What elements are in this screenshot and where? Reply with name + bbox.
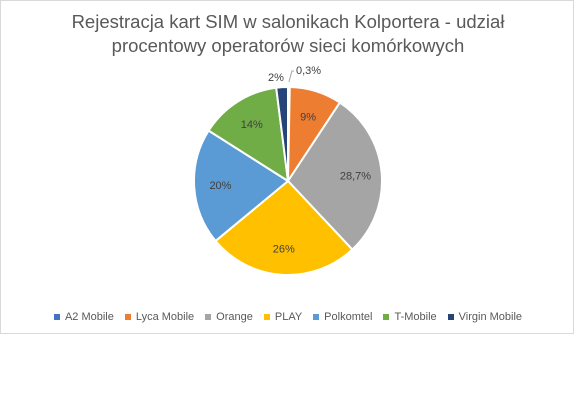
legend-label-virgin-mobile: Virgin Mobile [458,311,523,323]
legend-label-orange: Orange [216,311,253,323]
pie-slice-virgin-mobile [275,86,289,182]
legend-label-lyca-mobile: Lyca Mobile [135,311,195,323]
data-label-virgin-mobile: 2% [268,72,284,84]
chart-title-line-1: Rejestracja kart SIM w salonikach Kolpor… [71,11,505,32]
chart-title-line-2: procentowy operatorów sieci komórkowych [111,35,465,56]
legend-swatch-play [263,314,270,320]
legend-swatch-polkomtel [313,314,320,320]
legend-item-orange: Orange [205,311,253,323]
pie-slice-orange [287,101,383,251]
legend-item-lyca-mobile: Lyca Mobile [124,311,195,323]
legend-swatch-a2-mobile [53,314,60,320]
data-label-lyca-mobile: 9% [300,111,316,123]
pie-slice-play [214,180,354,276]
legend-label-a2-mobile: A2 Mobile [64,311,114,323]
chart-legend: A2 Mobile Lyca Mobile Orange PLAY Polkomtel T… [0,309,576,325]
chart-title: Rejestracja kart SIM w salonikach Kolpor… [0,10,576,58]
data-label-t-mobile: 14% [241,119,263,131]
pie-slice-t-mobile [207,86,289,182]
legend-item-play: PLAY [263,311,303,323]
data-label-polkomtel: 20% [209,180,231,192]
legend-label-play: PLAY [274,311,303,323]
legend-item-t-mobile: T-Mobile [383,311,437,323]
legend-swatch-orange [205,314,212,320]
legend-swatch-lyca-mobile [124,314,131,320]
data-label-play: 26% [273,244,295,256]
legend-swatch-t-mobile [383,314,390,320]
legend-item-virgin-mobile: Virgin Mobile [447,311,523,323]
legend-item-polkomtel: Polkomtel [313,311,372,323]
legend-item-a2-mobile: A2 Mobile [53,311,114,323]
pie-chart: 0,3% 9% 28,7% 26% 20% 14% 2% [193,65,383,276]
legend-label-t-mobile: T-Mobile [394,311,437,323]
pie-slice-polkomtel [193,129,289,242]
legend-swatch-virgin-mobile [447,314,454,320]
data-label-a2-mobile: 0,3% [296,65,321,77]
leader-line-a2-mobile [288,70,294,83]
legend-label-polkomtel: Polkomtel [324,311,373,323]
data-label-orange: 28,7% [340,170,371,182]
